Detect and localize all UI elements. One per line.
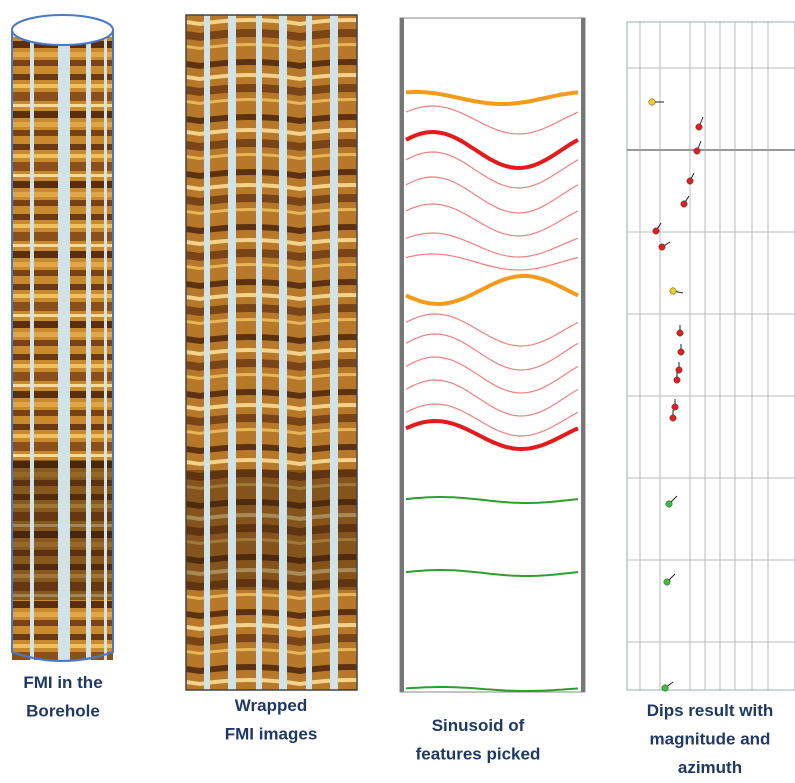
dip-marker xyxy=(694,148,700,154)
dip-marker xyxy=(678,349,684,355)
caption-line: FMI in the xyxy=(23,673,102,692)
wrapped-panel xyxy=(186,15,357,690)
dip-marker xyxy=(677,330,683,336)
dip-marker xyxy=(670,288,676,294)
pad-gap xyxy=(104,30,107,660)
borehole-panel xyxy=(12,15,113,661)
dip-marker xyxy=(674,377,680,383)
caption-line: Wrapped xyxy=(235,696,307,715)
dip-marker xyxy=(659,244,665,250)
pad-gap xyxy=(30,30,34,660)
pad-gap xyxy=(204,15,210,690)
pad-gap xyxy=(228,15,236,690)
pad-gap xyxy=(279,15,287,690)
dip-marker xyxy=(670,415,676,421)
dips-frame xyxy=(627,22,795,690)
dip-marker xyxy=(696,124,702,130)
pad-gap xyxy=(58,30,70,660)
caption-line: azimuth xyxy=(678,758,742,777)
caption-line: Dips result with xyxy=(647,701,774,720)
dip-marker xyxy=(664,579,670,585)
caption-line: features picked xyxy=(416,745,541,764)
pad-gap xyxy=(306,15,312,690)
dip-marker xyxy=(681,201,687,207)
sinusoid-frame xyxy=(400,18,585,692)
figure: FMI in the Borehole Wrapped FMI images Sinus… xyxy=(0,0,795,783)
caption-line: Sinusoid of xyxy=(432,716,525,735)
dip-marker xyxy=(666,501,672,507)
page: {"captions": [ {"lines": ["FMI in the", … xyxy=(0,0,795,783)
pad-gap xyxy=(256,15,262,690)
caption-line: Borehole xyxy=(26,702,100,721)
track-edge xyxy=(581,18,585,692)
pad-gap xyxy=(330,15,338,690)
sinusoid-panel xyxy=(400,18,585,692)
body: FMI in the Borehole Wrapped FMI images Sinus… xyxy=(0,0,795,783)
pad-gap xyxy=(86,30,91,660)
dip-marker xyxy=(653,228,659,234)
dip-marker xyxy=(672,404,678,410)
caption-line: magnitude and xyxy=(650,730,771,749)
dip-marker xyxy=(649,99,655,105)
borehole-top xyxy=(12,15,113,45)
track-edge xyxy=(400,18,404,692)
dip-marker xyxy=(687,178,693,184)
caption-line: FMI images xyxy=(225,725,318,744)
dips-panel xyxy=(627,22,795,691)
dip-marker xyxy=(662,685,668,691)
